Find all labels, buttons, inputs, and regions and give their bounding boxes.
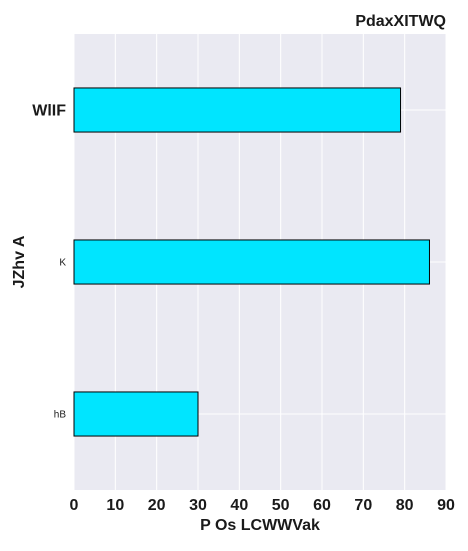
bars: [73, 87, 430, 437]
x-tick-label: 70: [354, 497, 372, 514]
x-axis-ticks: 0 10 20 30 40 50 60 70 80 90: [70, 497, 455, 514]
y-axis-label: JZhv A: [11, 235, 28, 288]
x-axis-label: P Os LCWWVak: [200, 517, 320, 534]
bar-hb: [73, 391, 199, 437]
bar-wlif: [73, 87, 402, 133]
x-tick-label: 20: [148, 497, 166, 514]
x-tick-label: 90: [437, 497, 455, 514]
x-tick-label: 30: [189, 497, 207, 514]
y-tick-label: hB: [54, 409, 67, 420]
x-tick-label: 60: [313, 497, 331, 514]
x-tick-label: 50: [272, 497, 290, 514]
bar-k: [73, 239, 430, 285]
x-tick-label: 10: [106, 497, 124, 514]
y-axis-ticks: WlIF KhB: [32, 102, 66, 420]
y-tick-label: K: [59, 257, 66, 268]
x-tick-label: 0: [70, 497, 79, 514]
x-tick-label: 80: [396, 497, 414, 514]
y-tick-label: WlIF: [32, 102, 66, 119]
chart-title: PdaxXITWQ: [355, 13, 446, 30]
x-tick-label: 40: [230, 497, 248, 514]
